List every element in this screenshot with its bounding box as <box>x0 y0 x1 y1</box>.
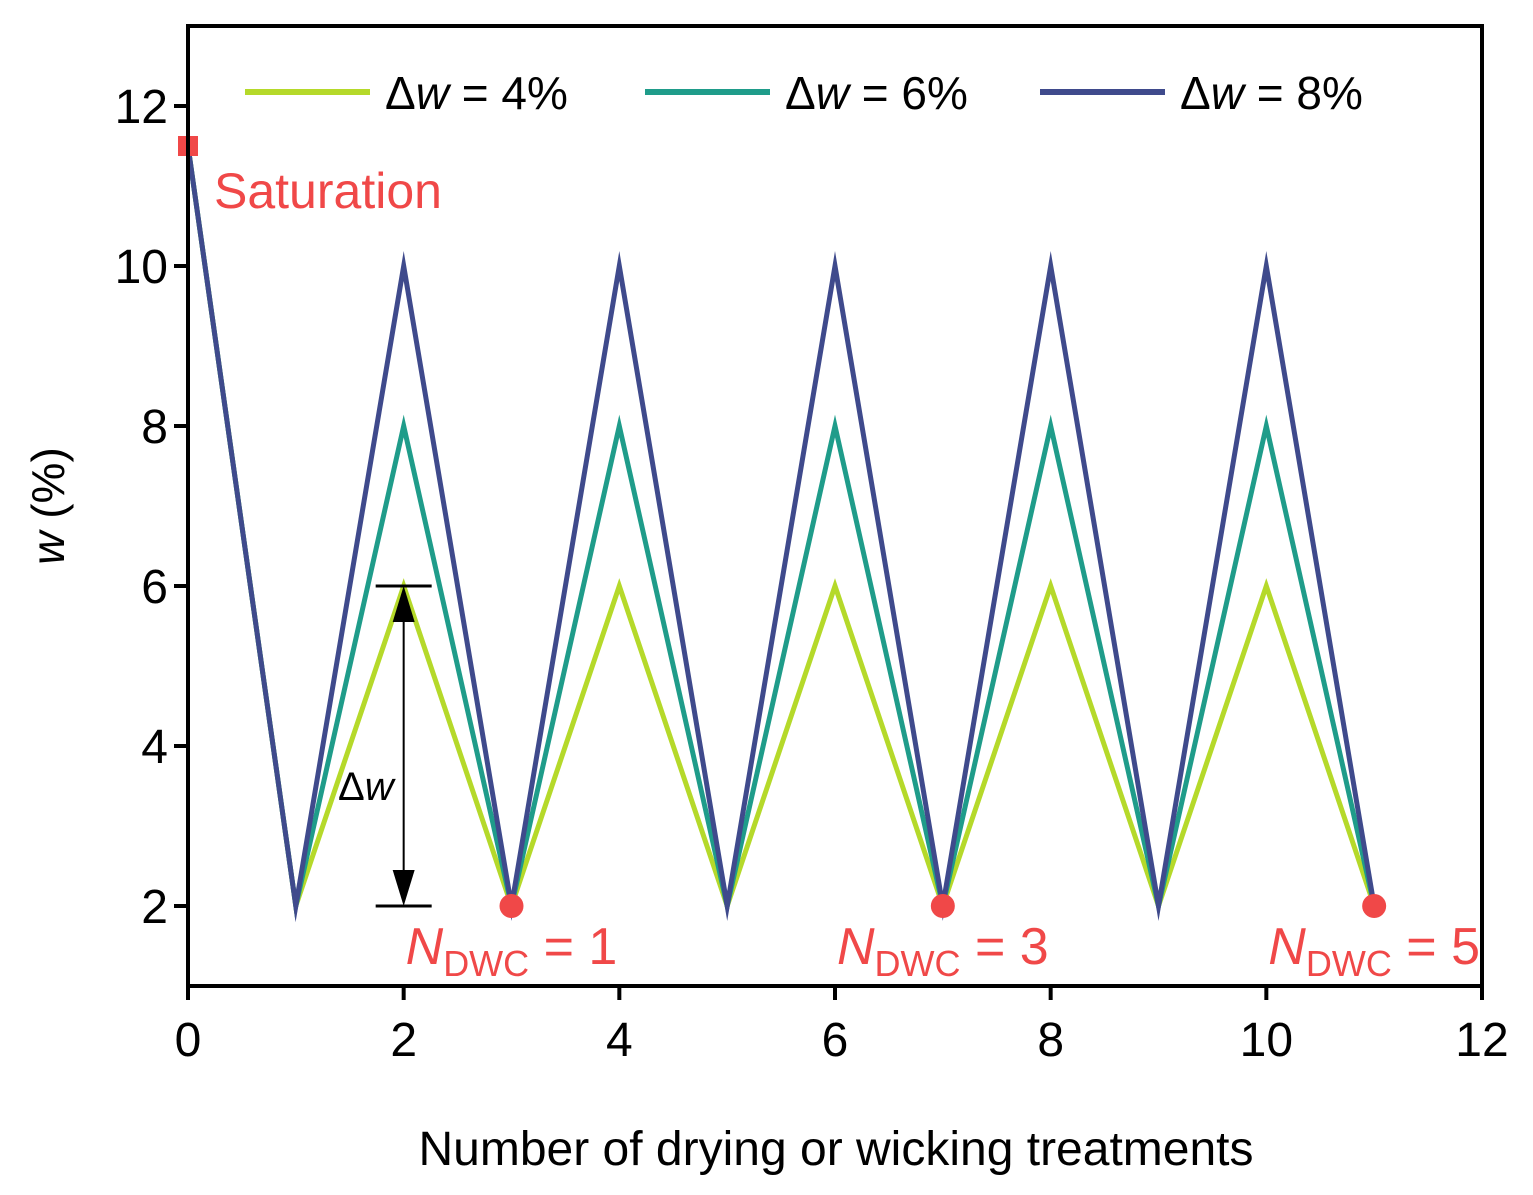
x-tick-label: 0 <box>175 1014 202 1067</box>
y-tick-label: 4 <box>141 721 168 774</box>
ndwc-marker-3 <box>1362 894 1387 918</box>
ndwc-label-2: NDWC = 3 <box>837 918 1049 984</box>
y-tick-label: 6 <box>141 561 168 614</box>
ndwc-label-1: NDWC = 1 <box>406 918 618 984</box>
saturation-label: Saturation <box>214 163 442 219</box>
y-tick-label: 12 <box>115 81 168 134</box>
x-axis-label: Number of drying or wicking treatments <box>419 1123 1254 1176</box>
ndwc-marker-2 <box>930 894 955 918</box>
y-axis-label: w (%) <box>22 447 74 565</box>
x-tick-label: 12 <box>1455 1014 1508 1067</box>
x-tick-label: 4 <box>606 1014 633 1067</box>
x-tick-label: 6 <box>822 1014 849 1067</box>
x-tick-label: 2 <box>390 1014 417 1067</box>
y-tick-label: 8 <box>141 401 168 454</box>
x-tick-label: 8 <box>1037 1014 1064 1067</box>
legend-label-2: Δw = 6% <box>785 67 968 119</box>
series-line-2 <box>188 145 1377 920</box>
legend-label-1: Δw = 4% <box>385 67 568 119</box>
y-tick-label: 10 <box>115 241 168 294</box>
x-tick-label: 10 <box>1240 1014 1293 1067</box>
legend-label-3: Δw = 8% <box>1180 67 1363 119</box>
y-tick-label: 2 <box>141 881 168 934</box>
ndwc-marker-1 <box>499 894 524 918</box>
ndwc-label-3: NDWC = 5 <box>1268 918 1480 984</box>
delta-arrow-head-up <box>392 586 415 622</box>
delta-arrow-head-down <box>392 870 415 906</box>
delta-w-label: Δw <box>338 765 397 809</box>
series-line-3 <box>188 145 1377 923</box>
series-line-1 <box>188 145 1377 917</box>
